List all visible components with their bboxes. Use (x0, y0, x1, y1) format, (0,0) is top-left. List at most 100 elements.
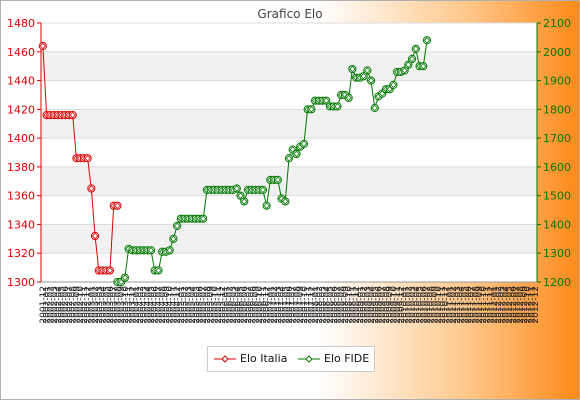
x-axis-label: 2002-04 (54, 286, 64, 324)
x-axis-label: 2011-12 (486, 286, 496, 324)
data-point-elo-fide (389, 80, 398, 89)
x-axis-label: 2006-07 (244, 286, 254, 324)
x-axis-label: 2007-10 (300, 286, 310, 324)
x-axis-label: 2011-08 (471, 286, 481, 324)
x-axis-label: 2006-03 (229, 286, 239, 324)
x-axis-label: 2008-11 (348, 286, 358, 324)
legend-item-elo-fide: Elo FIDE (298, 352, 369, 365)
x-axis-label: 2008-12 (352, 286, 362, 324)
data-point-elo-fide (363, 66, 372, 75)
left-axis-label: 1460 (7, 46, 35, 59)
x-axis-label: 2010-08 (427, 286, 437, 324)
left-axis-label: 1400 (7, 132, 35, 145)
data-point-elo-fide (154, 266, 163, 275)
left-axis-label: 1340 (7, 218, 35, 231)
legend-swatch-elo-fide (298, 353, 320, 365)
x-axis-label: 2011-10 (479, 286, 489, 324)
data-point-elo-fide (232, 184, 241, 193)
left-axis-label: 1360 (7, 190, 35, 203)
x-axis-label: 2004-12 (173, 286, 183, 324)
x-axis-label: 2004-11 (169, 286, 179, 324)
x-axis-label: 2010-07 (423, 286, 433, 324)
x-axis-label: 2012-06 (509, 286, 519, 324)
x-axis-label: 2002-01 (43, 286, 53, 324)
data-point-elo-italia (105, 266, 115, 275)
x-axis-label: 2007-09 (296, 286, 306, 324)
legend-swatch-elo-italia (214, 353, 236, 365)
x-axis-label: 2009-10 (389, 286, 399, 324)
data-point-elo-fide (348, 64, 357, 74)
x-axis-label: 2004-04 (143, 286, 153, 324)
plot-band (41, 166, 537, 196)
x-axis-label: 2010-04 (412, 286, 422, 324)
x-axis-label: 2009-04 (367, 286, 377, 324)
x-axis-label: 2003-07 (110, 286, 120, 324)
x-axis-label: 2002-07 (65, 286, 75, 324)
x-axis-label: 2005-06 (195, 286, 205, 324)
x-axis-label: 2008-02 (315, 286, 325, 324)
data-point-elo-fide (299, 139, 309, 148)
x-axis-label: 2005-10 (210, 286, 220, 324)
x-axis-label: 2010-01 (401, 286, 411, 324)
x-axis-label: 2006-02 (225, 286, 235, 324)
x-axis-label: 2012-01 (490, 286, 500, 324)
plot-band (41, 51, 537, 81)
legend: Elo Italia Elo FIDE (207, 346, 375, 372)
x-axis-label: 2003-08 (113, 286, 123, 324)
legend-label-elo-fide: Elo FIDE (324, 352, 370, 365)
x-axis-label: 2002-03 (50, 286, 60, 324)
data-point-elo-fide (165, 246, 174, 255)
data-point-elo-fide (422, 36, 432, 45)
x-axis-label: 2012-08 (516, 286, 526, 324)
left-axis-label: 1300 (7, 276, 35, 289)
data-point-elo-fide (366, 76, 376, 85)
x-axis-label: 2009-09 (386, 286, 396, 324)
data-point-elo-fide (370, 103, 379, 112)
x-axis-label: 2007-01 (266, 286, 276, 324)
x-axis-label: 2003-11 (125, 286, 135, 324)
data-point-elo-italia (38, 41, 47, 51)
x-axis-label: 2012-02 (494, 286, 504, 324)
x-axis-label: 2011-03 (453, 286, 463, 324)
x-axis-label: 2009-06 (375, 286, 385, 324)
x-axis-label: 2008-10 (345, 286, 355, 324)
x-axis-label: 2003-10 (121, 286, 131, 324)
x-axis-label: 2004-06 (151, 286, 161, 324)
data-point-elo-fide (284, 154, 294, 163)
x-axis-label: 2009-02 (360, 286, 370, 324)
x-axis-label: 2006-09 (251, 286, 261, 324)
x-axis-label: 2002-02 (46, 286, 56, 324)
x-axis-label: 2007-08 (292, 286, 302, 324)
x-axis-label: 2009-03 (363, 286, 373, 324)
x-axis-label: 2003-06 (106, 286, 116, 324)
right-axis-label: 1600 (543, 161, 571, 174)
right-axis-label: 1800 (543, 103, 571, 116)
x-axis-label: 2008-06 (330, 286, 340, 324)
x-axis-label: 2002-09 (72, 286, 82, 324)
x-axis-label: 2010-12 (442, 286, 452, 324)
plot-band (41, 253, 537, 282)
right-axis-label: 1200 (543, 276, 571, 289)
x-axis-label: 2012-11 (527, 286, 537, 324)
x-axis-label: 2009-07 (378, 286, 388, 324)
data-point-elo-fide (407, 54, 417, 64)
data-point-elo-fide (344, 93, 353, 102)
x-axis-label: 2010-10 (434, 286, 444, 324)
x-axis-label: 2010-05 (416, 286, 426, 324)
x-axis-label: 2010-11 (438, 286, 448, 324)
data-point-elo-fide (169, 234, 178, 243)
x-axis-label: 2008-09 (341, 286, 351, 324)
left-axis-label: 1480 (7, 17, 35, 30)
x-axis-label: 2004-03 (140, 286, 150, 324)
data-point-elo-fide (292, 149, 301, 159)
x-axis-label: 2006-06 (240, 286, 250, 324)
x-axis-label: 2005-07 (199, 286, 209, 324)
x-axis-label: 2012-03 (498, 286, 508, 324)
legend-label-elo-italia: Elo Italia (240, 352, 288, 365)
x-axis-label: 2012-04 (501, 286, 511, 324)
x-axis-label: 2009-12 (397, 286, 407, 324)
x-axis-label: 2009-11 (393, 286, 403, 324)
data-point-elo-italia (87, 184, 96, 193)
